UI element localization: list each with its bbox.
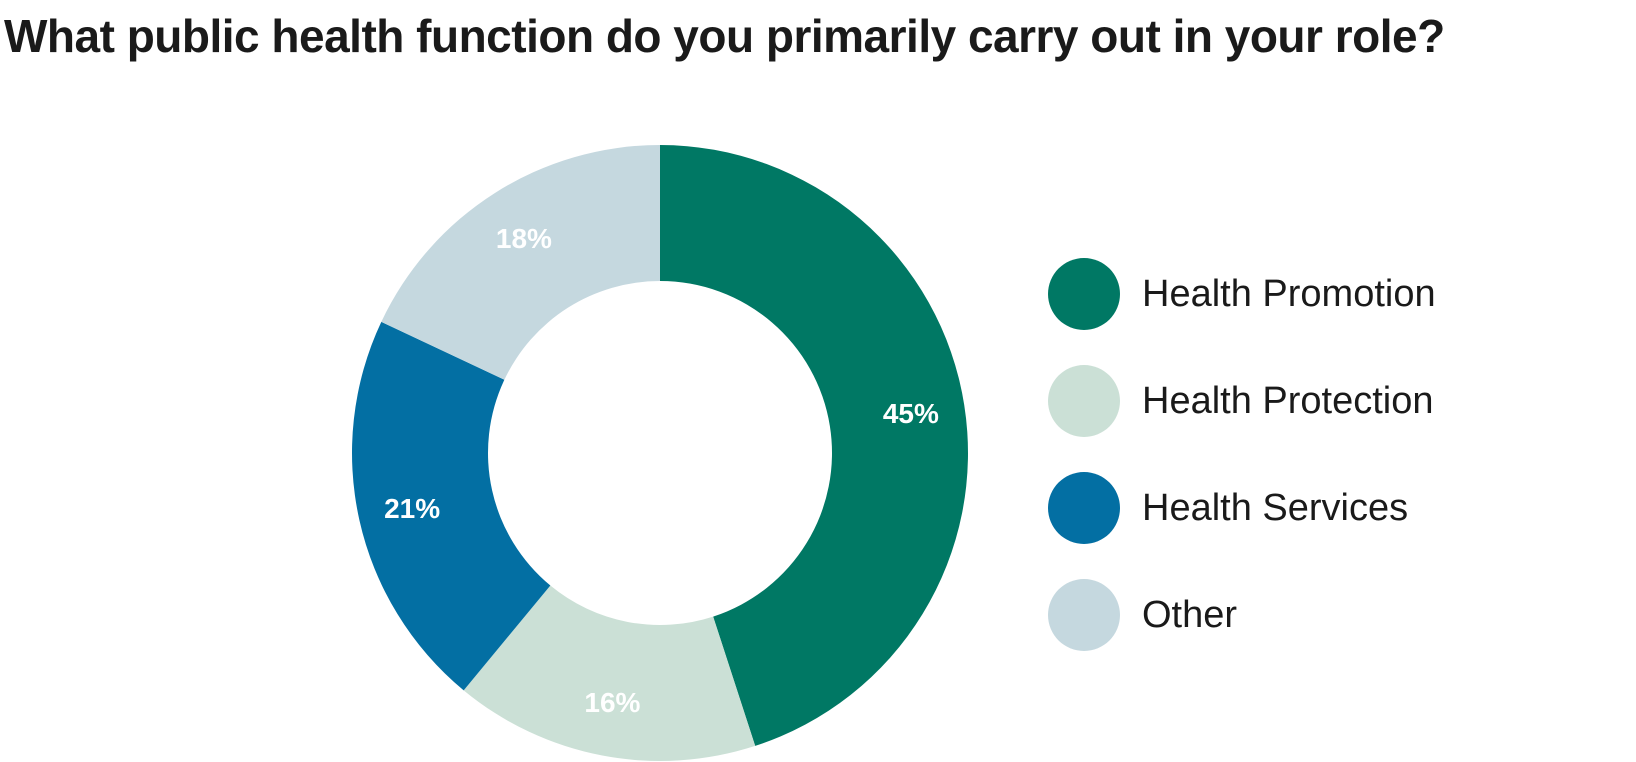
legend: Health Promotion Health Protection Health … [1048, 258, 1436, 686]
legend-swatch-health-protection [1048, 365, 1120, 437]
legend-item-health-promotion: Health Promotion [1048, 258, 1436, 330]
slice-label-health-promotion: 45% [883, 398, 939, 429]
slice-label-other: 18% [496, 223, 552, 254]
legend-item-health-protection: Health Protection [1048, 365, 1436, 437]
slice-health-services [351, 321, 551, 691]
legend-label: Health Promotion [1142, 272, 1436, 315]
slice-other [381, 144, 660, 380]
legend-swatch-health-promotion [1048, 258, 1120, 330]
donut-slices [351, 144, 968, 761]
legend-item-health-services: Health Services [1048, 472, 1436, 544]
legend-label: Health Protection [1142, 379, 1434, 422]
legend-swatch-other [1048, 579, 1120, 651]
legend-label: Other [1142, 593, 1238, 636]
slice-label-health-protection: 16% [584, 687, 640, 718]
chart-title: What public health function do you prima… [4, 10, 1445, 62]
slice-label-health-services: 21% [384, 493, 440, 524]
slice-health-protection [463, 585, 756, 761]
legend-label: Health Services [1142, 486, 1409, 529]
legend-swatch-health-services [1048, 472, 1120, 544]
legend-item-other: Other [1048, 579, 1436, 651]
slice-labels: 45% 16% 21% 18% [384, 223, 939, 718]
slice-health-promotion [660, 145, 968, 746]
